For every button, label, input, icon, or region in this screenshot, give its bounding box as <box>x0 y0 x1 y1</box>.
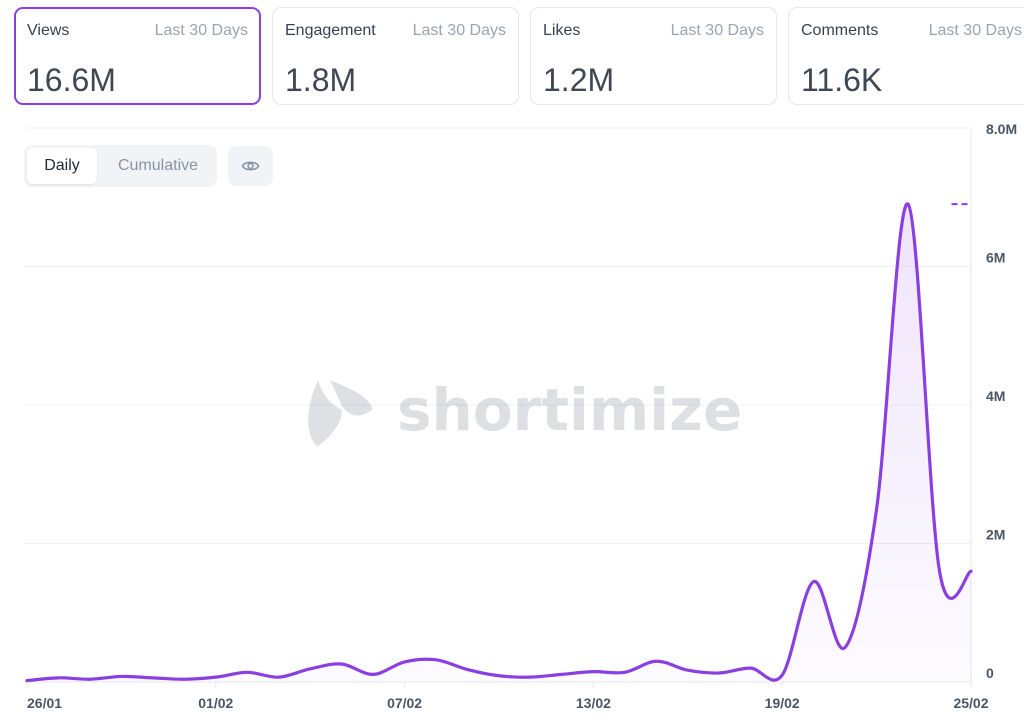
metric-value: 1.8M <box>285 62 357 98</box>
views-line-chart: shortimize 0 2M 4M 6M 8.0M 26/01 01/02 07/02 13… <box>25 121 1017 711</box>
metric-name: Views <box>27 22 70 39</box>
metric-card-views[interactable]: Views Last 30 Days 16.6M <box>14 7 261 105</box>
x-tick-label: 07/02 <box>387 695 422 711</box>
y-axis: 0 2M 4M 6M 8.0M <box>986 121 1017 681</box>
x-tick-label: 26/01 <box>27 695 62 711</box>
toggle-cumulative[interactable]: Cumulative <box>117 157 199 174</box>
toggle-daily[interactable]: Daily <box>27 148 97 184</box>
y-tick-label: 0 <box>986 665 994 681</box>
metric-value: 16.6M <box>27 62 116 98</box>
y-tick-label: 8.0M <box>986 121 1017 137</box>
metric-card-likes[interactable]: Likes Last 30 Days 1.2M <box>530 7 777 105</box>
metric-name: Comments <box>801 22 879 39</box>
metric-card-comments[interactable]: Comments Last 30 Days 11.6K <box>788 7 1024 105</box>
series-line <box>25 202 973 683</box>
watermark-text: shortimize <box>397 376 742 444</box>
metric-period: Last 30 Days <box>670 22 764 39</box>
view-toggle: Daily Cumulative <box>24 145 217 187</box>
y-tick-label: 6M <box>986 250 1005 266</box>
metric-period: Last 30 Days <box>412 22 506 39</box>
metric-cards: Views Last 30 Days 16.6M Engagement Last… <box>0 0 1024 112</box>
y-tick-label: 4M <box>986 388 1005 404</box>
x-tick-label: 19/02 <box>765 695 800 711</box>
metric-value: 1.2M <box>543 62 615 98</box>
y-tick-label: 2M <box>986 527 1005 543</box>
watermark: shortimize <box>308 376 742 446</box>
x-tick-label: 13/02 <box>576 695 611 711</box>
watermark-logo-icon <box>308 380 372 446</box>
metric-name: Engagement <box>285 22 376 39</box>
metric-period: Last 30 Days <box>154 22 248 39</box>
series-area <box>27 203 971 682</box>
metric-name: Likes <box>543 22 581 39</box>
eye-icon <box>241 161 260 171</box>
metric-period: Last 30 Days <box>928 22 1022 39</box>
x-axis: 26/01 01/02 07/02 13/02 19/02 25/02 <box>26 682 989 711</box>
x-tick-label: 25/02 <box>953 695 988 711</box>
x-tick-label: 01/02 <box>198 695 233 711</box>
metric-value: 11.6K <box>801 62 883 98</box>
metric-card-engagement[interactable]: Engagement Last 30 Days 1.8M <box>272 7 519 105</box>
visibility-button[interactable] <box>228 146 273 186</box>
